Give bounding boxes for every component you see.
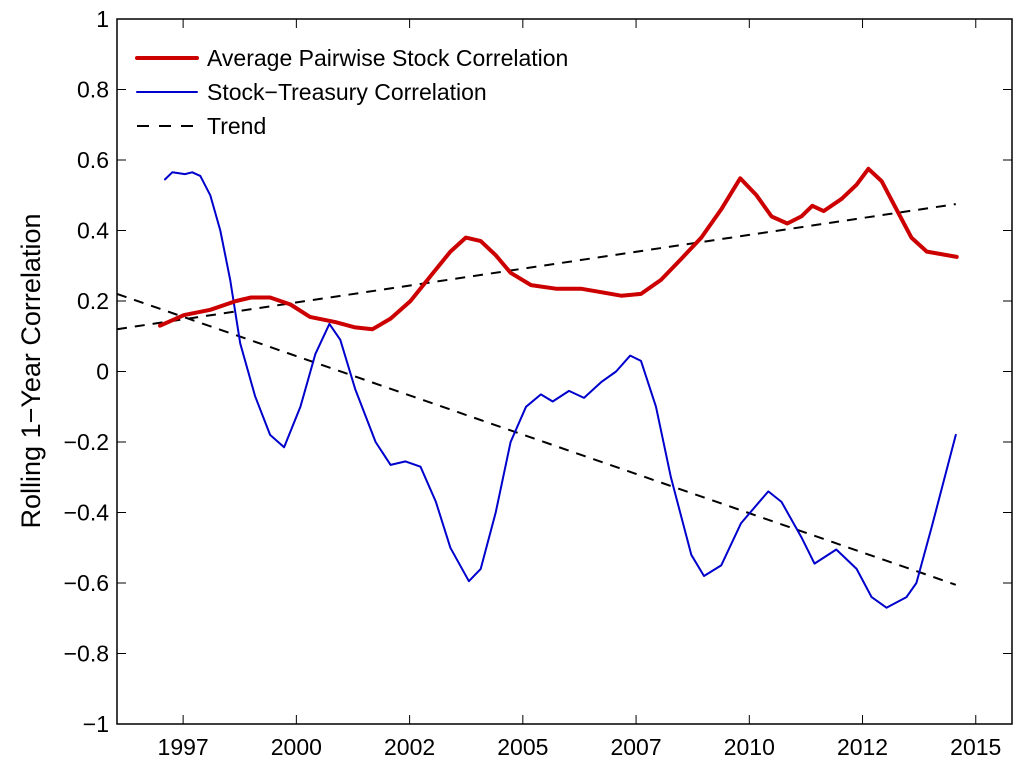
series-line-average-pairwise-stock-correlation: [158, 166, 959, 332]
legend-label: Average Pairwise Stock Correlation: [207, 45, 568, 71]
series-line-stock-treasury-correlation: [164, 171, 957, 609]
x-tick-label: 2015: [950, 734, 1001, 760]
y-tick-label: −1: [83, 711, 109, 737]
y-tick-label: −0.8: [64, 641, 109, 667]
y-tick-label: −0.4: [64, 500, 110, 526]
x-tick-label: 2007: [610, 734, 661, 760]
y-tick-label: 0.4: [77, 218, 109, 244]
x-tick-label: 2010: [724, 734, 775, 760]
series-line-trend-stock-treasury: [116, 292, 957, 586]
x-tick-label: 2012: [837, 734, 888, 760]
y-axis-label: Rolling 1−Year Correlation: [16, 214, 46, 529]
y-tick-label: −0.2: [64, 429, 109, 455]
y-tick-label: 1: [96, 6, 109, 32]
y-tick-label: 0.2: [77, 288, 109, 314]
series-layer: [116, 166, 959, 609]
x-tick-label: 2000: [271, 734, 322, 760]
y-tick-label: −0.6: [64, 570, 109, 596]
x-tick-label: 1997: [158, 734, 209, 760]
y-tick-label: 0.8: [77, 77, 109, 103]
x-axis: 1997 2000 2002 2005 2007 2010 2012 2015: [158, 19, 1001, 760]
y-tick-label: 0.6: [77, 147, 109, 173]
legend-label: Trend: [207, 113, 266, 139]
series-line-trend: [116, 203, 956, 331]
legend: Average Pairwise Stock Correlation Stock−…: [135, 45, 568, 139]
y-axis: 1 0.8 0.6 0.4 0.2 0 −0.2 −0.4 −0.6 −0.8 −1: [64, 6, 1012, 737]
x-tick-label: 2002: [384, 734, 435, 760]
x-tick-label: 2005: [497, 734, 548, 760]
legend-label: Stock−Treasury Correlation: [207, 79, 487, 105]
y-tick-label: 0: [96, 359, 109, 385]
